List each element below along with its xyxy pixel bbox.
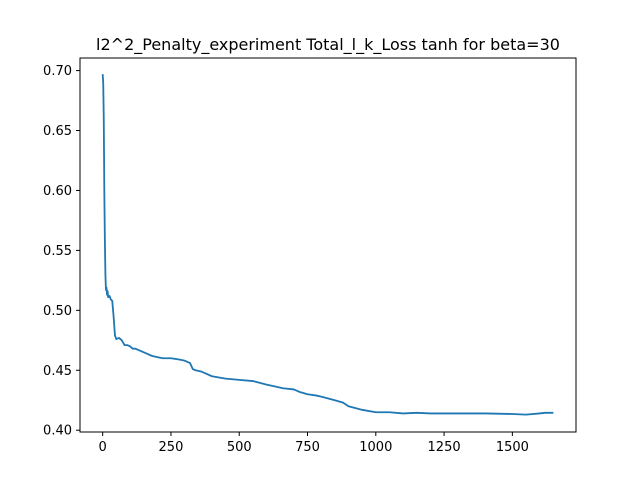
y-tick-label: 0.70 <box>43 64 72 79</box>
x-tick-label: 750 <box>295 440 320 455</box>
y-tick-label: 0.45 <box>43 364 72 379</box>
axes-frame <box>79 57 577 433</box>
x-tick-label: 0 <box>99 440 107 455</box>
plot-area: 0 250 500 750 1000 1250 1500 0.40 0.45 0.50 0.55 0.… <box>43 57 577 455</box>
x-tick-label: 250 <box>159 440 184 455</box>
x-tick-label: 500 <box>227 440 252 455</box>
chart-title: l2^2_Penalty_experiment Total_l_k_Loss t… <box>96 35 560 55</box>
y-tick-label: 0.60 <box>43 184 72 199</box>
y-tick-label: 0.65 <box>43 124 72 139</box>
y-tick-label: 0.55 <box>43 244 72 259</box>
x-tick-label: 1500 <box>496 440 529 455</box>
x-tick-label: 1250 <box>428 440 461 455</box>
series-line-0 <box>101 74 554 416</box>
y-tick-label: 0.50 <box>43 304 72 319</box>
x-tick-label: 1000 <box>359 440 392 455</box>
y-tick-label: 0.40 <box>43 424 72 439</box>
